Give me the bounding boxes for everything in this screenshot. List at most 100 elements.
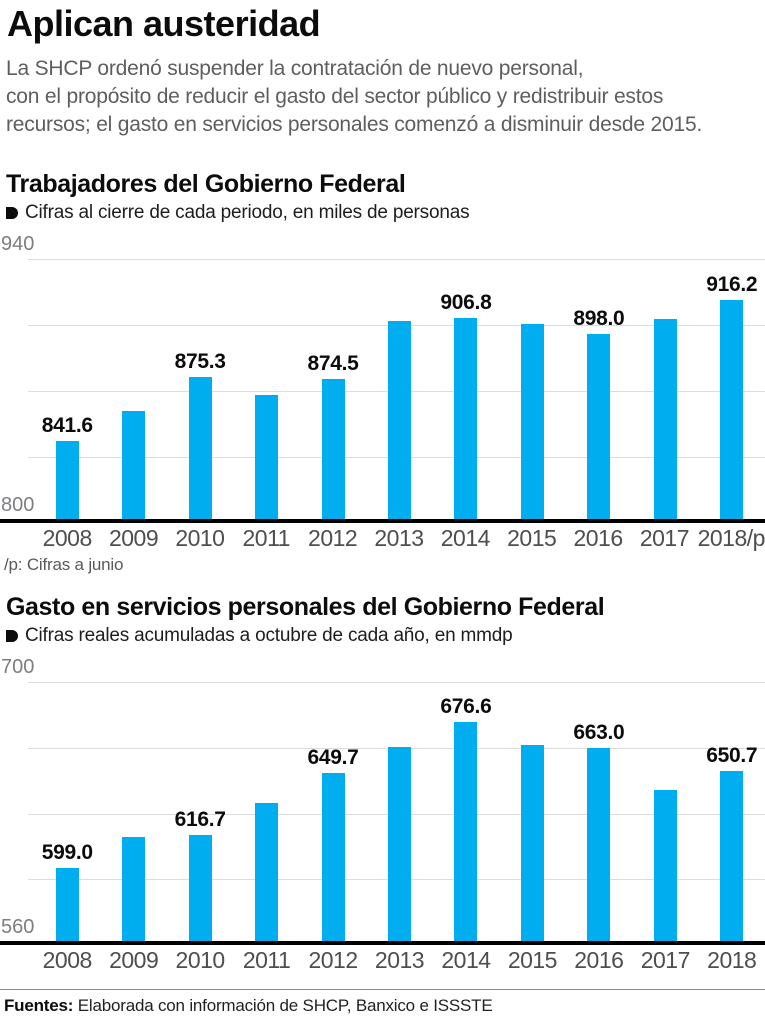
value-label-2012: 649.7 bbox=[307, 745, 359, 769]
bar-column-2017 bbox=[632, 259, 698, 519]
value-label-2008: 599.0 bbox=[41, 840, 93, 864]
bar-column-2015 bbox=[499, 259, 565, 519]
bar-column-2018/p: 916.2 bbox=[699, 259, 765, 519]
x-axis-label-2018/p: 2018/p bbox=[697, 525, 765, 551]
bar-column-2010: 616.7 bbox=[167, 682, 233, 941]
bar-column-2017 bbox=[632, 682, 698, 941]
value-label-2008: 841.6 bbox=[41, 413, 93, 437]
x-axis-labels: 2008 2009 2010 2011 2012 2013 2014 2015 2016 2017… bbox=[34, 525, 765, 551]
bar-2009 bbox=[122, 410, 146, 519]
bar-chart-gasto: 700 560 599.0 616.7 649.7 676.6 663.0 650.7 2008… bbox=[0, 655, 765, 973]
plot-area: 800 841.6 875.3 874.5 906.8 898.0 916.2 bbox=[0, 259, 765, 523]
bar-column-2014: 676.6 bbox=[433, 682, 499, 941]
x-axis-label-2010: 2010 bbox=[175, 525, 225, 551]
footer-divider bbox=[0, 989, 765, 990]
chart-title-trabajadores: Trabajadores del Gobierno Federal bbox=[6, 170, 406, 198]
x-axis-label-2014: 2014 bbox=[441, 947, 491, 973]
x-axis-label-2012: 2012 bbox=[308, 525, 358, 551]
x-axis-label-2011: 2011 bbox=[242, 947, 291, 973]
x-axis-label-2008: 2008 bbox=[42, 525, 93, 551]
x-axis-label-2016: 2016 bbox=[573, 525, 623, 551]
bar-column-2016: 663.0 bbox=[566, 682, 632, 941]
x-axis-label-2014: 2014 bbox=[440, 525, 491, 551]
intro-line-1: La SHCP ordenó suspender la contratación… bbox=[6, 57, 584, 80]
value-label-2012: 874.5 bbox=[307, 351, 359, 375]
value-label-2016: 663.0 bbox=[573, 720, 625, 744]
source-footer: Fuentes: Elaborada con información de SH… bbox=[0, 989, 765, 1016]
bar-2015 bbox=[520, 744, 544, 941]
y-axis-min-label: 800 bbox=[1, 494, 35, 516]
x-axis-labels: 2008 2009 2010 2011 2012 2013 2014 2015 2016 2017… bbox=[34, 947, 765, 973]
x-axis-label-2016: 2016 bbox=[574, 947, 624, 973]
bars-container: 599.0 616.7 649.7 676.6 663.0 650.7 bbox=[34, 682, 765, 941]
plot-area: 560 599.0 616.7 649.7 676.6 663.0 650.7 bbox=[0, 682, 765, 945]
y-axis-max-label: 700 bbox=[1, 656, 35, 678]
chart-subtitle-row: Cifras al cierre de cada periodo, en mil… bbox=[6, 201, 765, 224]
gridline-940 bbox=[28, 259, 765, 260]
value-label-2018: 650.7 bbox=[706, 743, 758, 767]
x-axis-label-2010: 2010 bbox=[175, 947, 226, 973]
x-axis-label-2011: 2011 bbox=[242, 525, 291, 551]
bar-column-2010: 875.3 bbox=[167, 259, 233, 519]
intro-paragraph: La SHCP ordenó suspender la contratación… bbox=[6, 55, 765, 139]
bar-2011 bbox=[255, 394, 279, 519]
bar-2013 bbox=[387, 320, 411, 519]
value-label-2010: 616.7 bbox=[174, 807, 226, 831]
x-axis-label-2012: 2012 bbox=[308, 947, 358, 973]
value-label-2014: 676.6 bbox=[440, 695, 492, 718]
x-axis-label-2008: 2008 bbox=[42, 947, 93, 973]
bar-chart-trabajadores: 940 800 841.6 875.3 874.5 906.8 898.0 916.2 2008… bbox=[0, 232, 765, 551]
square-bullet-icon bbox=[6, 629, 18, 642]
bar-2012 bbox=[321, 772, 345, 941]
x-axis-label-2009: 2009 bbox=[108, 525, 159, 551]
value-label-2010: 875.3 bbox=[174, 350, 226, 373]
gridline-700 bbox=[28, 682, 765, 683]
bar-2015 bbox=[520, 324, 544, 519]
x-axis-label-2013: 2013 bbox=[374, 947, 425, 973]
value-label-2018/p: 916.2 bbox=[706, 272, 758, 296]
page-title: Aplican austeridad bbox=[7, 3, 321, 44]
bar-column-2016: 898.0 bbox=[566, 259, 632, 519]
bar-column-2009 bbox=[100, 259, 166, 519]
bar-2012 bbox=[321, 378, 345, 519]
bar-2010 bbox=[188, 834, 212, 941]
bar-2017 bbox=[653, 319, 677, 519]
source-label: Fuentes: bbox=[4, 996, 74, 1015]
x-axis-label-2013: 2013 bbox=[374, 525, 424, 551]
source-text: Fuentes: Elaborada con información de SH… bbox=[4, 996, 765, 1016]
bar-2008 bbox=[55, 867, 79, 941]
bar-2009 bbox=[122, 836, 146, 941]
x-axis-label-2015: 2015 bbox=[507, 947, 558, 973]
bar-column-2009 bbox=[100, 682, 166, 941]
chart-subtitle-row: Cifras reales acumuladas a octubre de ca… bbox=[6, 624, 765, 647]
square-bullet-icon bbox=[6, 206, 18, 219]
bar-2014 bbox=[454, 317, 478, 519]
bar-column-2018: 650.7 bbox=[699, 682, 765, 941]
x-axis-label-2018: 2018 bbox=[707, 947, 757, 973]
bars-container: 841.6 875.3 874.5 906.8 898.0 916.2 bbox=[34, 259, 765, 519]
bar-column-2014: 906.8 bbox=[433, 259, 499, 519]
bar-column-2012: 874.5 bbox=[300, 259, 366, 519]
bar-column-2008: 599.0 bbox=[34, 682, 100, 941]
bar-2013 bbox=[387, 746, 411, 941]
bar-column-2013 bbox=[366, 682, 432, 941]
bar-2017 bbox=[653, 790, 677, 941]
y-axis-min-label: 560 bbox=[1, 916, 35, 938]
chart-subtitle-trabajadores: Cifras al cierre de cada periodo, en mil… bbox=[25, 202, 470, 223]
x-axis-label-2009: 2009 bbox=[109, 947, 159, 973]
bar-column-2008: 841.6 bbox=[34, 259, 100, 519]
intro-line-3: recursos; el gasto en servicios personal… bbox=[6, 113, 703, 136]
bar-column-2011 bbox=[233, 259, 299, 519]
value-label-2016: 898.0 bbox=[573, 307, 625, 331]
bar-2014 bbox=[454, 722, 478, 941]
y-axis-max-label: 940 bbox=[1, 233, 35, 255]
bar-column-2012: 649.7 bbox=[300, 682, 366, 941]
intro-line-2: con el propósito de reducir el gasto del… bbox=[6, 85, 664, 108]
bar-2016 bbox=[587, 334, 611, 519]
chart-footnote: /p: Cifras a junio bbox=[4, 555, 124, 574]
bar-column-2015 bbox=[499, 682, 565, 941]
bar-2008 bbox=[55, 440, 79, 519]
value-label-2014: 906.8 bbox=[440, 290, 492, 314]
bar-column-2011 bbox=[233, 682, 299, 941]
